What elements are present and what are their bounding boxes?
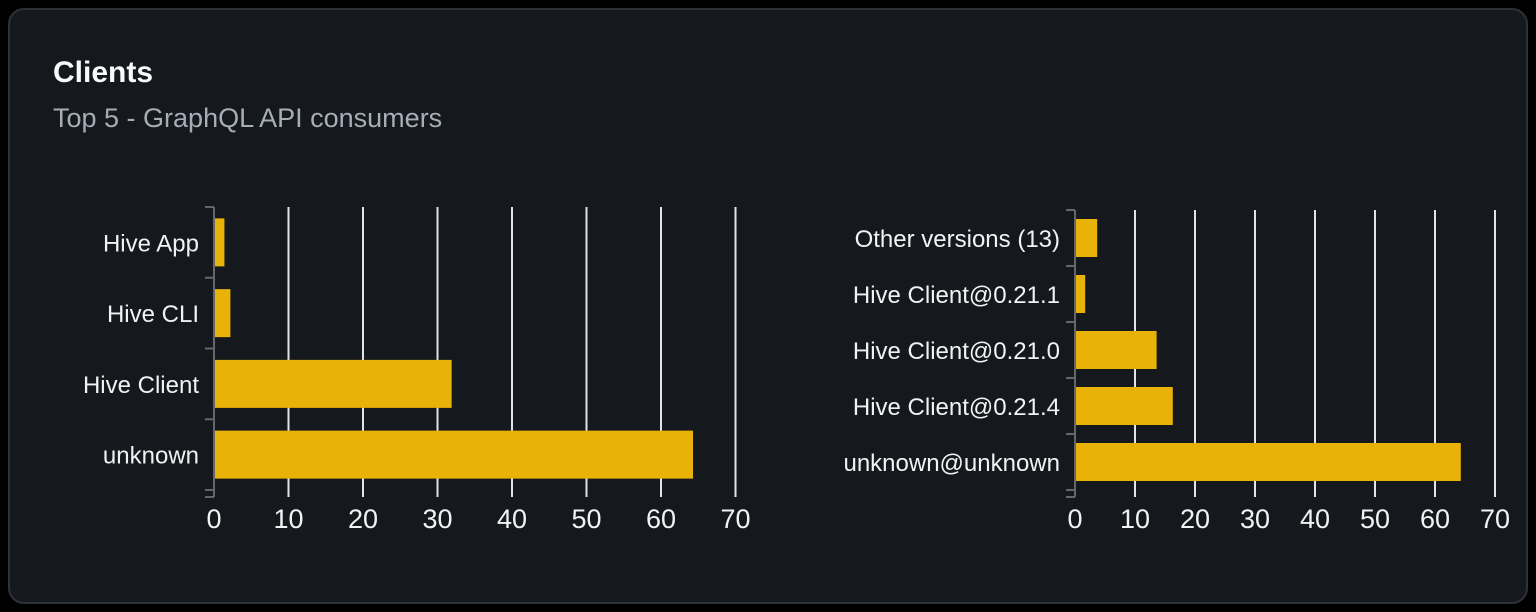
bar[interactable] bbox=[1075, 443, 1461, 481]
category-label: Hive CLI bbox=[107, 301, 199, 328]
category-label: unknown bbox=[103, 443, 199, 470]
category-label: Hive Client@0.21.1 bbox=[853, 282, 1060, 309]
x-tick-label: 40 bbox=[1300, 504, 1330, 534]
x-tick-label: 70 bbox=[1480, 504, 1510, 534]
clients-bar-chart: 0 10 20 30 40 50 60 70 Hive App Hive CLI Hive Clie… bbox=[83, 206, 751, 534]
bar[interactable] bbox=[214, 359, 452, 408]
bar[interactable] bbox=[1075, 219, 1098, 257]
category-label: Hive App bbox=[103, 230, 199, 257]
x-tick-label: 20 bbox=[1180, 504, 1210, 534]
category-label: unknown@unknown bbox=[843, 450, 1060, 477]
x-tick-label: 60 bbox=[646, 504, 676, 534]
bar[interactable] bbox=[1075, 387, 1173, 425]
category-label: Hive Client@0.21.0 bbox=[853, 338, 1060, 365]
x-tick-label: 0 bbox=[206, 504, 221, 534]
x-tick-label: 0 bbox=[1067, 504, 1082, 534]
category-label: Hive Client bbox=[83, 372, 199, 399]
x-tick-label: 10 bbox=[1120, 504, 1150, 534]
bar[interactable] bbox=[214, 218, 225, 267]
x-tick-label: 30 bbox=[1240, 504, 1270, 534]
bar[interactable] bbox=[1075, 331, 1157, 369]
card-subtitle: Top 5 - GraphQL API consumers bbox=[53, 103, 443, 133]
category-label: Hive Client@0.21.4 bbox=[853, 394, 1060, 421]
bar[interactable] bbox=[1075, 275, 1086, 313]
category-label: Other versions (13) bbox=[855, 226, 1060, 253]
x-tick-label: 10 bbox=[273, 504, 303, 534]
bar[interactable] bbox=[214, 289, 231, 338]
x-tick-label: 70 bbox=[720, 504, 750, 534]
client-versions-bar-chart: 0 10 20 30 40 50 60 70 Other versions (13) Hive C… bbox=[843, 209, 1510, 534]
x-tick-label: 50 bbox=[1360, 504, 1390, 534]
clients-card: Clients Top 5 - GraphQL API consumers bbox=[8, 8, 1528, 604]
x-tick-label: 40 bbox=[497, 504, 527, 534]
bar[interactable] bbox=[214, 430, 694, 479]
card-title: Clients bbox=[53, 56, 154, 89]
x-tick-label: 60 bbox=[1420, 504, 1450, 534]
x-tick-label: 20 bbox=[348, 504, 378, 534]
x-tick-label: 50 bbox=[571, 504, 601, 534]
x-tick-label: 30 bbox=[422, 504, 452, 534]
